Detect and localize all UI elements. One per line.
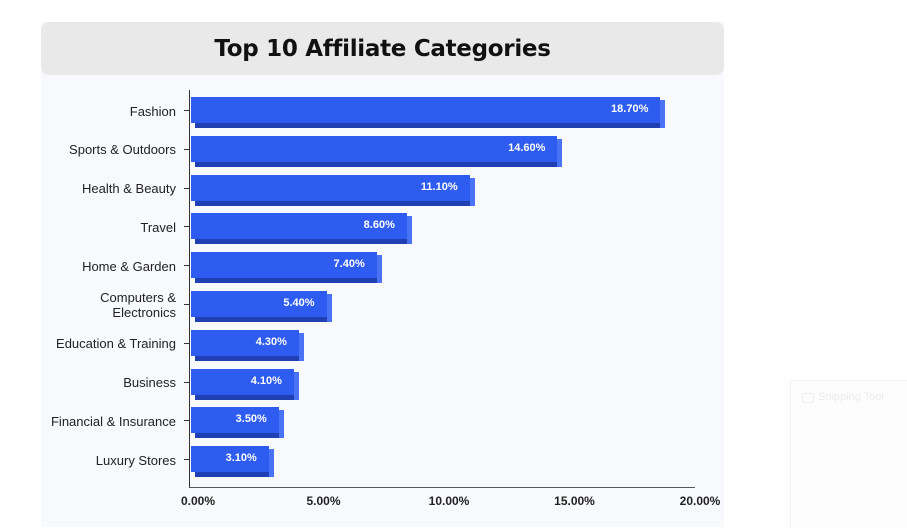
y-tick [184, 304, 190, 305]
y-tick [184, 381, 190, 383]
bar-value-label: 3.10% [225, 452, 257, 465]
bar-side [298, 332, 304, 361]
x-tick-label: 5.00% [306, 494, 341, 508]
category-label: Education & Training [56, 336, 176, 352]
bar-side [660, 100, 666, 128]
bar [191, 252, 377, 279]
y-tick [184, 148, 190, 150]
bar-shadow [195, 123, 665, 128]
bar-shadow [195, 317, 331, 322]
bar-side [557, 138, 563, 167]
y-tick [184, 226, 190, 228]
category-label: Health & Beauty [82, 181, 176, 197]
bar-value-label: 18.70% [611, 103, 649, 115]
bar [191, 407, 279, 434]
bar-shadow [195, 355, 303, 361]
category-label: Travel [140, 219, 176, 235]
bar [191, 329, 299, 356]
scissors-icon [802, 393, 814, 403]
bar [191, 174, 470, 201]
category-label: Business [123, 375, 176, 391]
bar-shadow [195, 433, 283, 439]
y-tick [184, 342, 190, 344]
bar-side [326, 294, 332, 322]
chart-title-bar: Top 10 Affiliate Categories [41, 22, 724, 75]
x-tick-label: 20.00% [679, 494, 721, 508]
bar-side [293, 371, 299, 400]
x-axis-line [189, 487, 695, 488]
category-label: Luxury Stores [95, 452, 176, 468]
bar-shadow [195, 472, 273, 478]
bar-shadow [195, 161, 562, 167]
chart-title: Top 10 Affiliate Categories [214, 35, 551, 62]
y-tick [184, 265, 190, 267]
y-tick [184, 420, 190, 422]
bar-shadow [195, 200, 474, 206]
bar-value-label: 5.40% [283, 297, 315, 309]
bar-value-label: 4.30% [255, 335, 287, 348]
bar-shadow [195, 278, 381, 284]
bar-shadow [195, 394, 298, 400]
bar-side [278, 410, 284, 439]
bar-value-label: 4.10% [250, 374, 282, 387]
x-tick-label: 0.00% [180, 494, 216, 508]
bar-value-label: 8.60% [363, 219, 395, 232]
y-tick [184, 187, 190, 189]
bar [191, 213, 407, 240]
x-tick-label: 15.00% [554, 494, 595, 508]
bar-value-label: 11.10% [420, 180, 458, 193]
bar-value-label: 7.40% [333, 258, 365, 271]
bar-value-label: 14.60% [508, 141, 546, 154]
bar-shadow [195, 239, 411, 245]
category-label: Financial & Insurance [50, 413, 176, 429]
category-label: Home & Garden [82, 258, 176, 274]
bar [191, 97, 661, 123]
bar-side [376, 255, 382, 284]
bar [191, 135, 558, 162]
bar-side [406, 216, 412, 245]
y-tick [184, 459, 190, 461]
category-label: Computers & Electronics [100, 290, 176, 320]
y-axis-line [189, 90, 190, 487]
bar [191, 291, 327, 317]
x-tick-label: 10.00% [428, 494, 470, 508]
category-label: Sports & Outdoors [69, 142, 176, 158]
bar-side [268, 449, 274, 478]
y-tick [184, 110, 190, 111]
category-label: Fashion [129, 103, 176, 119]
bar [191, 368, 294, 395]
snipping-tool-overlay[interactable]: Snipping Tool [790, 380, 907, 528]
bar [191, 446, 269, 473]
bar-side [469, 177, 475, 206]
bar-value-label: 3.50% [235, 413, 267, 426]
snipping-tool-label: Snipping Tool [818, 391, 884, 403]
